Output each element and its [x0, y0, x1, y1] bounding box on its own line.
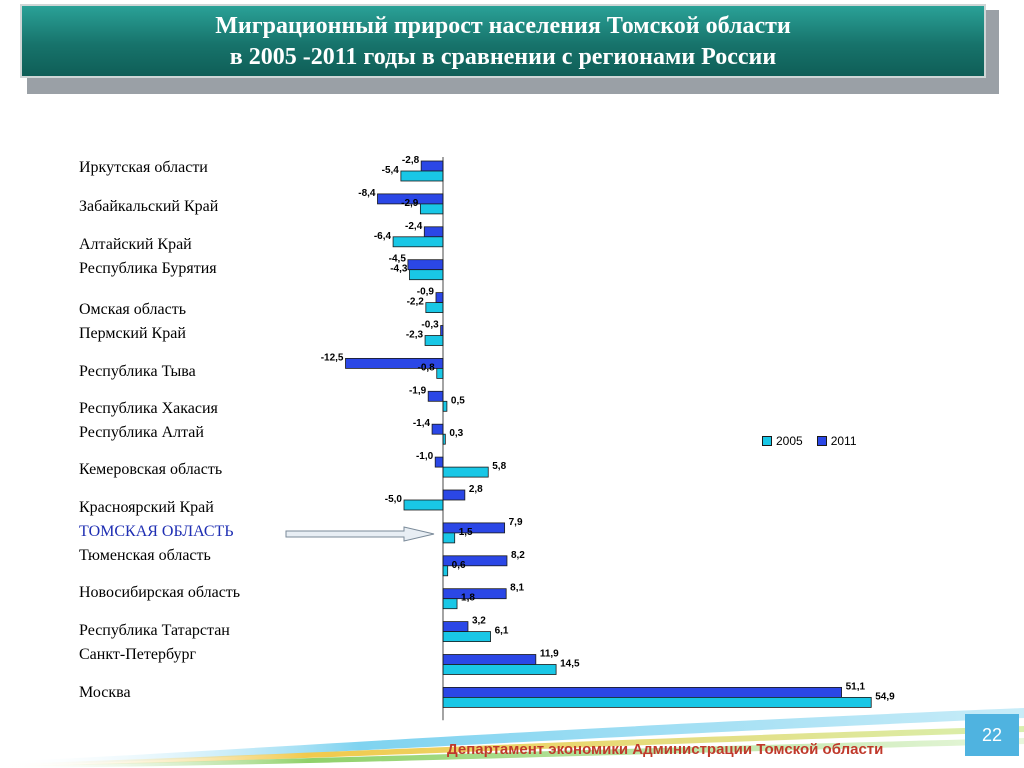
- series-2005-item-6-value-label: -0,8: [418, 362, 436, 373]
- series-2011-item-0-bar: [420, 160, 444, 172]
- series-2011-item-15-value-label: 11,9: [540, 649, 559, 660]
- series-2011-item-16-value-label: 51,1: [846, 681, 866, 692]
- category-label: Красноярский Край: [79, 499, 214, 516]
- series-2011-item-9-value-label: -1,0: [416, 451, 434, 462]
- series-2011-item-2-bar: [423, 226, 444, 238]
- legend-item-2005: 2005: [762, 434, 803, 448]
- category-label: Республика Бурятия: [79, 260, 217, 277]
- footer-department: Департамент экономики Администрации Томс…: [447, 741, 884, 758]
- category-label: Новосибирская область: [79, 584, 241, 601]
- series-2005-item-8-value-label: 0,3: [449, 428, 463, 439]
- title-line-1: Миграционный прирост населения Томской о…: [215, 13, 791, 39]
- legend-swatch-2011: [816, 436, 827, 446]
- legend-label-2011: 2011: [830, 434, 857, 448]
- series-2005-item-4-value-label: -2,2: [407, 297, 425, 308]
- series-2005-item-11-value-label: 1,5: [459, 527, 473, 538]
- region-labels: Иркутская области Забайкальский Край Алтай…: [0, 0, 300, 768]
- series-2005-item-0-bar: [400, 170, 444, 182]
- series-2005-item-10-value-label: -5,0: [385, 494, 403, 505]
- category-label: Алтайский Край: [79, 236, 192, 253]
- series-2011-item-3-value-label: -4,5: [389, 254, 407, 265]
- series-2011-item-10-bar: [442, 489, 466, 501]
- series-2005-item-3-bar: [409, 269, 444, 281]
- category-label: Республика Тыва: [79, 363, 196, 380]
- category-label: Кемеровская область: [79, 461, 223, 478]
- series-2005-item-7-value-label: 0,5: [451, 395, 465, 406]
- series-2005-item-14-value-label: 6,1: [495, 626, 509, 637]
- series-2011-item-8-bar: [431, 423, 444, 435]
- series-2005-item-5-bar: [424, 335, 444, 346]
- legend-swatch-2005: [762, 436, 772, 446]
- series-2011-item-7-bar: [427, 390, 444, 402]
- series-2011-item-16-bar: [442, 687, 842, 698]
- series-2011-item-8-value-label: -1,4: [413, 418, 431, 429]
- category-label: Москва: [79, 684, 131, 701]
- category-label: Тюменская область: [79, 547, 211, 564]
- footer-decoration: [0, 708, 1024, 768]
- category-label: Республика Хакасия: [79, 400, 218, 417]
- legend-label-2005: 2005: [776, 434, 803, 448]
- category-label: ТОМСКАЯ ОБЛАСТЬ: [79, 523, 234, 540]
- series-2005-item-6-bar: [436, 367, 444, 379]
- series-2011-item-15-bar: [442, 654, 537, 665]
- legend-item-2011: 2011: [816, 434, 857, 448]
- series-2005-item-11-bar: [442, 532, 456, 544]
- category-label: Санкт-Петербург: [79, 646, 197, 663]
- category-label: Республика Алтай: [79, 424, 204, 441]
- series-2005-item-13-bar: [442, 598, 458, 610]
- series-2011-item-14-value-label: 3,2: [472, 616, 486, 627]
- series-2005-item-12-value-label: 0,6: [452, 560, 466, 571]
- series-2011-item-3-bar: [407, 259, 444, 271]
- category-label: Омская область: [79, 301, 186, 318]
- arrow-icon: [285, 526, 435, 542]
- series-2011-item-11-bar: [442, 522, 506, 534]
- series-2005-item-1-bar: [419, 203, 444, 215]
- series-2011-item-6-value-label: -12,5: [321, 352, 344, 363]
- series-2005-item-7-bar: [442, 400, 448, 412]
- series-2005-item-2-bar: [392, 236, 444, 248]
- series-2011-item-7-value-label: -1,9: [409, 385, 427, 396]
- series-2005-item-4-bar: [425, 302, 444, 314]
- series-2005-item-14-bar: [442, 631, 491, 642]
- series-2011-item-5-value-label: -0,3: [421, 320, 439, 331]
- series-2005-item-5-value-label: -2,3: [406, 330, 424, 341]
- category-label: Иркутская области: [79, 159, 208, 176]
- series-2005-item-12-bar: [442, 565, 449, 577]
- series-2005-item-9-value-label: 5,8: [492, 461, 506, 472]
- series-2011-item-9-bar: [434, 456, 444, 468]
- series-2011-item-12-value-label: 8,2: [511, 550, 525, 561]
- category-label: Забайкальский Край: [79, 198, 219, 215]
- series-2005-item-10-bar: [403, 499, 444, 511]
- series-2005-item-1-value-label: -2,9: [401, 198, 419, 209]
- chart-legend: 2005 2011: [762, 434, 857, 448]
- series-2011-item-14-bar: [442, 621, 469, 632]
- series-2005-item-16-value-label: 54,9: [875, 691, 895, 702]
- category-label: Республика Татарстан: [79, 622, 230, 639]
- series-2011-item-11-value-label: 7,9: [509, 517, 523, 528]
- series-2005-item-9-bar: [442, 466, 489, 478]
- series-2005-item-15-value-label: 14,5: [560, 659, 580, 670]
- series-2005-item-13-value-label: 1,8: [461, 593, 475, 604]
- series-2005-item-0-value-label: -5,4: [382, 165, 400, 176]
- page-number: 22: [965, 714, 1019, 756]
- category-label: Пермский Край: [79, 325, 186, 342]
- series-2011-item-4-value-label: -0,9: [417, 287, 435, 298]
- title-line-2: в 2005 -2011 годы в сравнении с регионам…: [229, 44, 777, 70]
- series-2005-item-2-value-label: -6,4: [374, 231, 392, 242]
- series-2005-item-3-value-label: -4,3: [390, 264, 408, 275]
- series-2011-item-2-value-label: -2,4: [405, 221, 423, 232]
- series-2011-item-4-bar: [435, 292, 444, 304]
- series-2011-item-13-value-label: 8,1: [510, 583, 524, 594]
- series-2011-item-1-value-label: -8,4: [358, 188, 376, 199]
- series-2011-item-10-value-label: 2,8: [469, 484, 483, 495]
- series-2011-item-0-value-label: -2,8: [402, 155, 420, 166]
- series-2005-item-15-bar: [442, 664, 557, 675]
- title-banner: Миграционный прирост населения Томской о…: [20, 4, 986, 78]
